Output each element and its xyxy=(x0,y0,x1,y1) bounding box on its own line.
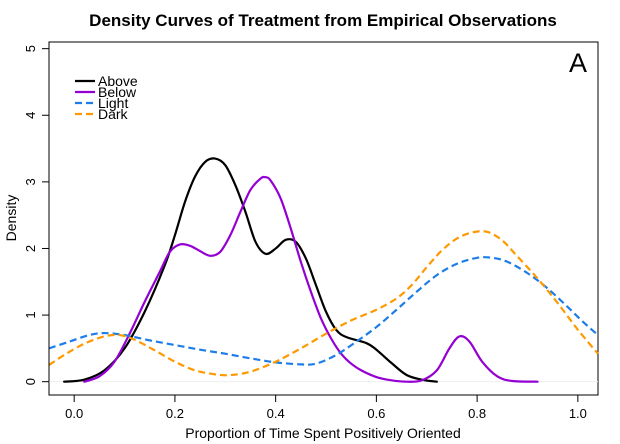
y-tick-label: 1 xyxy=(23,311,38,318)
x-tick-label: 0.6 xyxy=(367,406,385,421)
y-axis: 0 1 2 3 4 5 xyxy=(23,45,50,385)
series-line-above xyxy=(63,157,438,383)
series-line-below xyxy=(83,175,539,383)
series-line-light xyxy=(48,256,599,366)
y-tick-label: 5 xyxy=(23,45,38,52)
x-tick-label: 0.4 xyxy=(267,406,285,421)
x-tick-label: 0.0 xyxy=(65,406,83,421)
x-tick-label: 1.0 xyxy=(569,406,587,421)
y-tick-label: 0 xyxy=(23,378,38,385)
y-tick-label: 3 xyxy=(23,178,38,185)
chart-title: Density Curves of Treatment from Empiric… xyxy=(89,11,557,30)
y-tick-label: 4 xyxy=(23,112,38,119)
x-axis-label: Proportion of Time Spent Positively Orie… xyxy=(185,425,460,441)
x-tick-label: 0.2 xyxy=(166,406,184,421)
panel-label: A xyxy=(569,48,587,78)
y-axis-label: Density xyxy=(3,195,19,242)
legend-label-above: Above xyxy=(98,73,138,89)
y-tick-label: 2 xyxy=(23,245,38,252)
legend-label-dark: Dark xyxy=(98,106,129,122)
x-tick-label: 0.8 xyxy=(468,406,486,421)
legend-label-light: Light xyxy=(98,95,128,111)
x-axis: 0.0 0.2 0.4 0.6 0.8 1.0 xyxy=(65,394,587,421)
legend-label-below: Below xyxy=(98,84,137,100)
series-line-dark xyxy=(48,230,599,377)
series-lines xyxy=(48,157,599,383)
